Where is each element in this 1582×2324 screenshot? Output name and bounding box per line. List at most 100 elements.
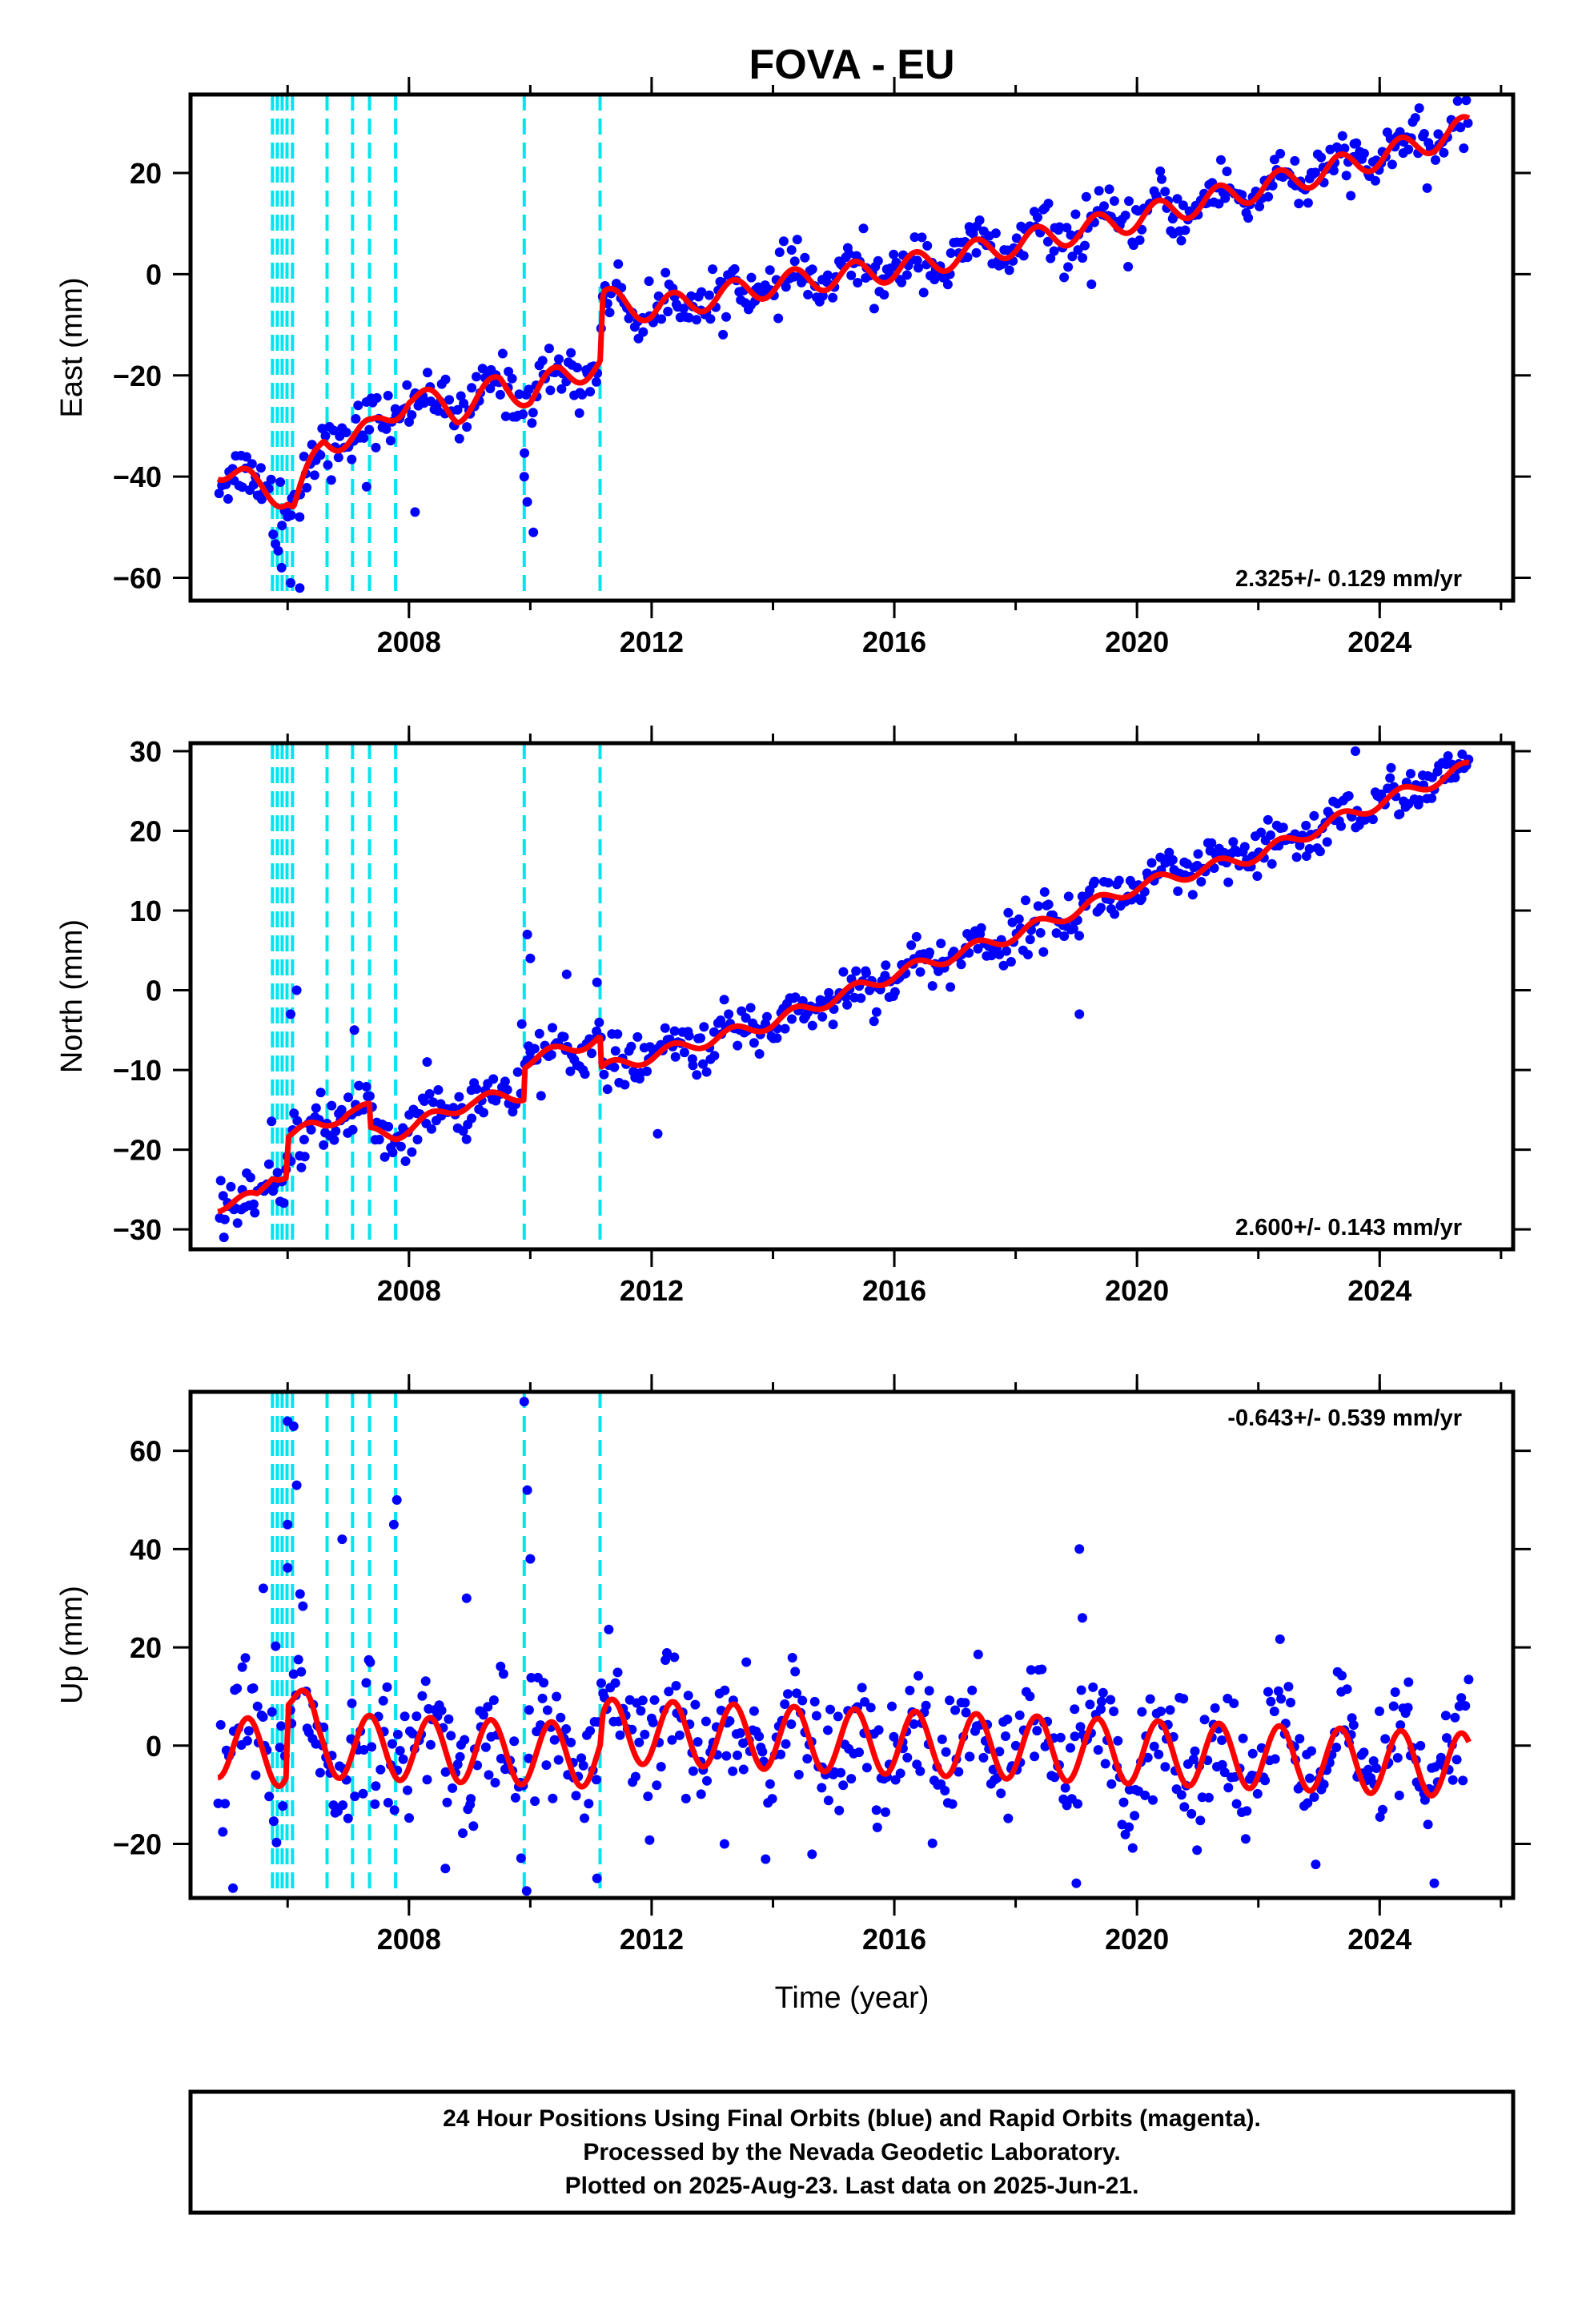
- data-point: [479, 1108, 488, 1118]
- data-point: [1294, 199, 1304, 209]
- data-point: [556, 384, 567, 394]
- data-point-outlier: [525, 1554, 536, 1564]
- data-point: [778, 236, 789, 247]
- data-point-outlier: [1074, 1544, 1085, 1554]
- x-tick-label: 2008: [377, 1274, 441, 1307]
- data-point: [1018, 251, 1029, 261]
- data-point: [873, 255, 883, 266]
- data-point: [1120, 211, 1130, 220]
- data-point: [1291, 852, 1302, 862]
- data-point: [925, 947, 934, 958]
- data-point: [686, 291, 697, 301]
- y-tick-label: −20: [113, 360, 162, 392]
- data-point: [1127, 1843, 1138, 1853]
- data-point: [800, 252, 810, 263]
- data-point: [1109, 1707, 1119, 1716]
- data-point-outlier: [286, 577, 295, 588]
- data-point: [536, 1091, 546, 1101]
- data-point: [1276, 1694, 1287, 1704]
- data-point: [400, 1711, 410, 1722]
- data-point: [442, 1797, 452, 1807]
- data-point: [1003, 1813, 1014, 1823]
- data-point: [749, 1706, 759, 1716]
- data-point: [1460, 1701, 1471, 1711]
- data-point: [1025, 935, 1035, 945]
- data-point: [994, 1747, 1005, 1757]
- data-point: [382, 1682, 392, 1692]
- data-point: [250, 1208, 260, 1218]
- data-point: [1275, 148, 1286, 159]
- data-point: [1030, 1751, 1040, 1762]
- data-point: [213, 1798, 223, 1808]
- data-point: [549, 1735, 560, 1745]
- data-point: [906, 940, 917, 951]
- data-point: [1120, 1829, 1130, 1839]
- data-point: [936, 939, 946, 949]
- data-point: [554, 354, 564, 364]
- data-point: [817, 291, 828, 301]
- data-point: [553, 1755, 564, 1765]
- data-point: [889, 987, 900, 997]
- data-point: [644, 276, 654, 287]
- data-point: [237, 1662, 247, 1672]
- data-point: [767, 1794, 777, 1804]
- data-point: [1214, 199, 1224, 209]
- data-point: [277, 521, 287, 531]
- y-tick-label: 60: [130, 1435, 162, 1468]
- x-tick-label: 2016: [862, 1923, 926, 1956]
- data-point: [436, 1705, 447, 1715]
- data-point: [765, 265, 775, 275]
- data-point-outlier: [1429, 1878, 1439, 1888]
- data-point: [1093, 1745, 1103, 1755]
- data-point-outlier: [283, 1519, 293, 1530]
- data-point: [853, 278, 863, 287]
- data-point: [1375, 1811, 1385, 1822]
- data-point: [692, 1070, 702, 1080]
- data-point: [1309, 1792, 1319, 1802]
- data-point-outlier: [522, 497, 532, 507]
- data-point: [1145, 1694, 1155, 1704]
- data-point: [452, 1759, 463, 1770]
- data-point: [448, 1783, 458, 1793]
- data-point: [602, 1084, 612, 1095]
- data-point: [283, 1562, 293, 1573]
- data-point: [240, 1653, 251, 1663]
- data-point: [490, 1778, 500, 1787]
- data-point: [803, 289, 813, 300]
- data-point: [403, 1785, 412, 1795]
- data-point: [1346, 191, 1356, 201]
- data-point: [1376, 789, 1387, 799]
- data-point: [395, 1746, 405, 1756]
- y-axis-label: North (mm): [55, 919, 89, 1073]
- x-tick-label: 2008: [377, 1923, 441, 1956]
- data-point: [591, 1775, 601, 1785]
- data-point: [860, 1697, 870, 1707]
- data-point: [1419, 1795, 1430, 1805]
- data-point: [1025, 1691, 1035, 1702]
- data-point: [634, 1737, 644, 1747]
- data-point: [258, 1712, 268, 1722]
- data-point: [1124, 1822, 1134, 1832]
- data-point: [871, 1805, 881, 1815]
- data-point: [1104, 184, 1114, 195]
- data-point: [1046, 253, 1056, 263]
- data-point: [1328, 166, 1339, 175]
- data-point: [718, 329, 729, 340]
- data-point: [1301, 851, 1311, 861]
- data-point: [452, 404, 463, 415]
- data-point: [545, 385, 556, 396]
- data-point: [869, 1016, 879, 1027]
- data-point: [1456, 123, 1466, 133]
- data-point: [580, 1069, 590, 1080]
- data-point: [488, 1074, 499, 1084]
- data-point: [1456, 1693, 1467, 1703]
- data-point: [1081, 191, 1091, 202]
- data-point: [1196, 877, 1207, 887]
- data-point: [520, 448, 530, 458]
- data-point: [822, 270, 833, 280]
- data-point: [594, 1017, 604, 1027]
- data-point: [1390, 1687, 1400, 1697]
- x-tick-label: 2024: [1347, 1923, 1411, 1956]
- data-point: [383, 1798, 393, 1807]
